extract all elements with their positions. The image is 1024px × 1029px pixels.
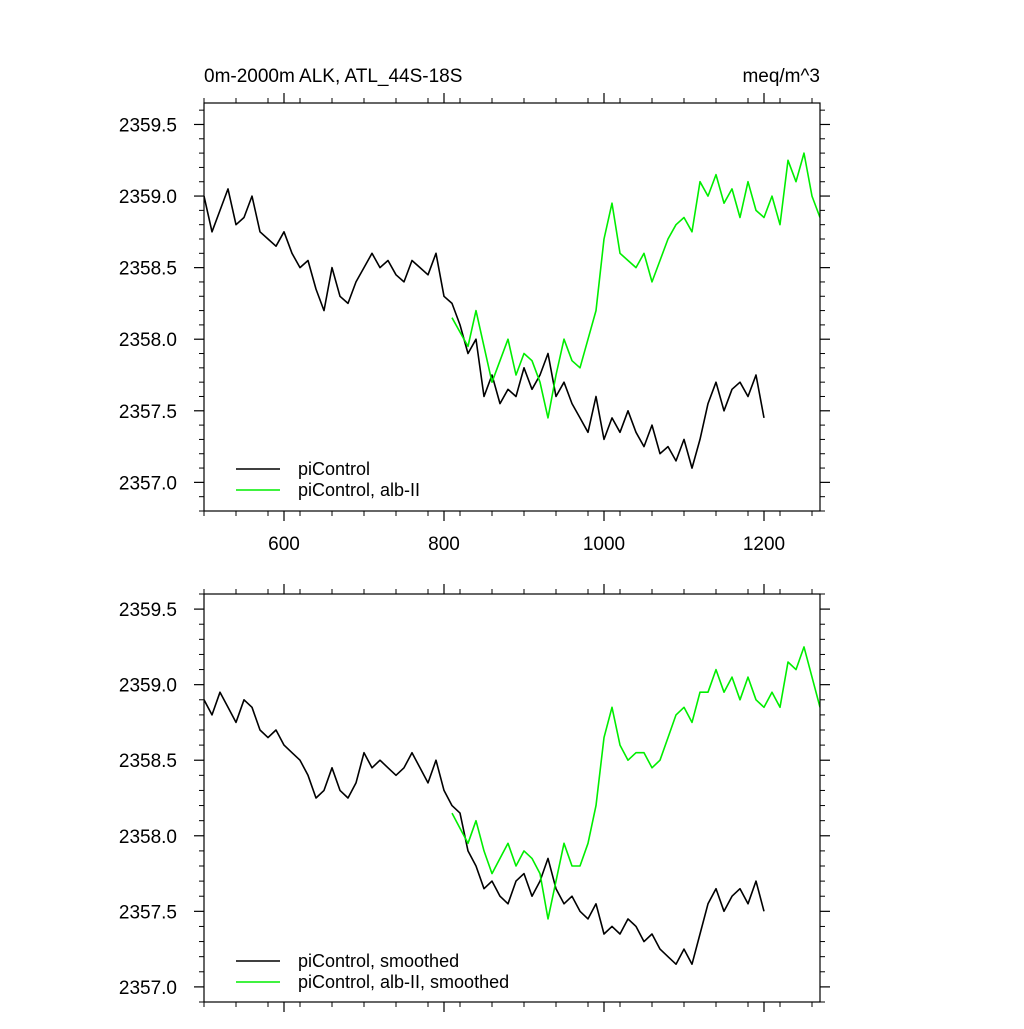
legend-label-picontrol: piControl: [298, 459, 370, 479]
top-chart-units: meq/m^3: [742, 66, 820, 87]
top-chart-panel: 600 800 1000 1200 2357.0 2357.5 2358.0 2358.5 23…: [119, 93, 830, 555]
bottom-plot-frame: [203, 593, 821, 1003]
top-x-tick-label: 800: [428, 534, 460, 555]
top-y-tick-label: 2358.0: [119, 330, 177, 351]
top-x-tick-label: 600: [268, 534, 300, 555]
bottom-y-tick-label: 2357.5: [119, 902, 177, 923]
legend-label-picontrol-alb-ii-smoothed: piControl, alb-II, smoothed: [298, 972, 509, 992]
top-chart-title: 0m-2000m ALK, ATL_44S-18S: [204, 66, 462, 87]
bottom-chart-legend: piControl, smoothed piControl, alb-II, s…: [236, 951, 509, 992]
bottom-chart-panel: 2357.0 2357.5 2358.0 2358.5 2359.0 2359.5: [119, 584, 830, 1012]
top-series-line-picontrol: [204, 188, 765, 469]
top-y-tick-label: 2359.0: [119, 187, 177, 208]
top-x-tick-label: 1000: [583, 534, 625, 555]
top-y-tick-label: 2357.0: [119, 473, 177, 494]
bottom-y-tick-label: 2359.0: [119, 676, 177, 697]
legend-label-picontrol-alb-ii: piControl, alb-II: [298, 480, 420, 500]
top-chart-legend: piControl piControl, alb-II: [236, 459, 420, 500]
bottom-y-tick-label: 2358.5: [119, 751, 177, 772]
bottom-series-line-picontrol-smoothed: [204, 691, 765, 966]
top-x-tick-label: 1200: [743, 534, 785, 555]
bottom-series-line-picontrol-alb-ii-smoothed: [451, 646, 820, 920]
legend-label-picontrol-smoothed: piControl, smoothed: [298, 951, 459, 971]
top-y-tick-label: 2357.5: [119, 402, 177, 423]
top-series-line-picontrol-alb-ii: [451, 152, 820, 419]
bottom-y-tick-label: 2357.0: [119, 978, 177, 999]
top-y-tick-label: 2358.5: [119, 259, 177, 280]
top-plot-frame: [203, 102, 821, 512]
bottom-y-tick-label: 2359.5: [119, 600, 177, 621]
top-y-tick-label: 2359.5: [119, 115, 177, 136]
bottom-y-tick-label: 2358.0: [119, 827, 177, 848]
